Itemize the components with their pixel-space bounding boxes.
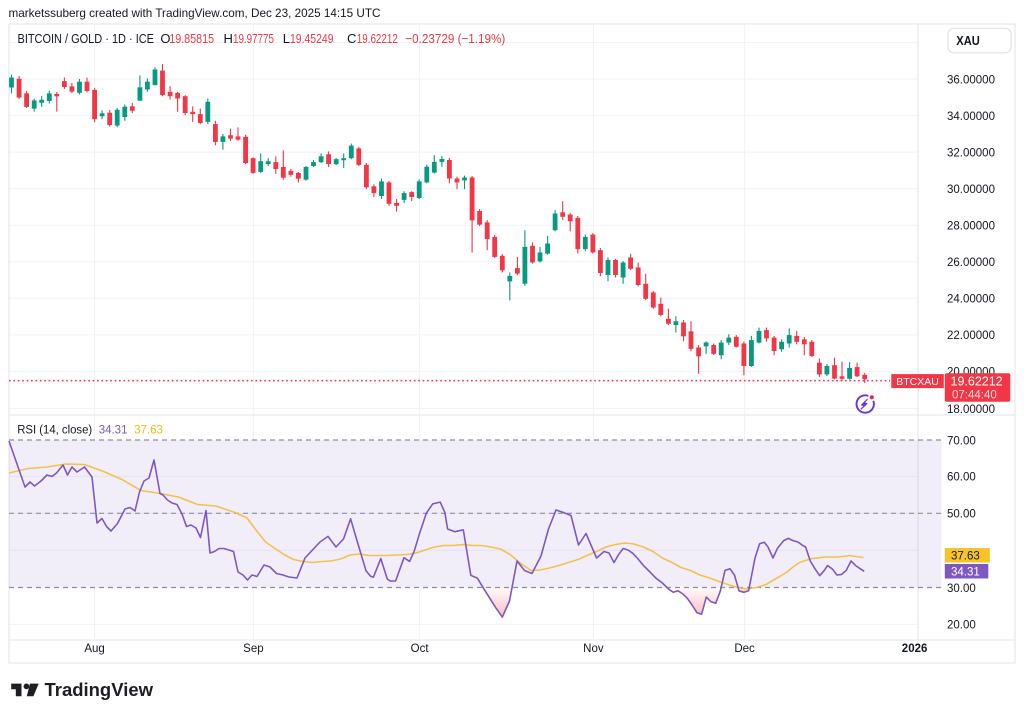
- svg-text:20.00: 20.00: [947, 620, 976, 632]
- svg-text:C: C: [347, 31, 356, 46]
- svg-text:O: O: [160, 31, 170, 46]
- svg-text:19.62212: 19.62212: [951, 375, 1003, 389]
- svg-text:37.63: 37.63: [951, 550, 980, 562]
- svg-text:BITCOIN / GOLD · 1D · ICE: BITCOIN / GOLD · 1D · ICE: [18, 31, 155, 46]
- svg-text:19.85815: 19.85815: [169, 31, 214, 46]
- svg-text:RSI (14, close): RSI (14, close): [17, 425, 92, 437]
- svg-text:19.45249: 19.45249: [290, 31, 334, 46]
- svg-text:BTCXAU: BTCXAU: [896, 376, 939, 388]
- svg-text:34.31: 34.31: [99, 425, 128, 437]
- svg-text:32.00000: 32.00000: [947, 147, 995, 159]
- svg-text:36.00000: 36.00000: [947, 74, 995, 86]
- svg-text:−0.23729 (−1.19%): −0.23729 (−1.19%): [405, 31, 505, 46]
- svg-text:60.00: 60.00: [947, 472, 976, 484]
- svg-text:2026: 2026: [902, 643, 928, 655]
- svg-text:50.00: 50.00: [947, 509, 976, 521]
- svg-text:Aug: Aug: [84, 643, 104, 655]
- svg-text:37.63: 37.63: [134, 425, 163, 437]
- svg-text:26.00000: 26.00000: [947, 257, 995, 269]
- svg-text:34.31: 34.31: [951, 566, 980, 578]
- svg-text:18.00000: 18.00000: [947, 404, 995, 416]
- svg-text:34.00000: 34.00000: [947, 111, 995, 123]
- svg-text:07:44:40: 07:44:40: [952, 389, 997, 401]
- svg-text:22.00000: 22.00000: [947, 330, 995, 342]
- svg-text:Sep: Sep: [243, 643, 263, 655]
- svg-text:24.00000: 24.00000: [947, 294, 995, 306]
- svg-text:Nov: Nov: [583, 643, 604, 655]
- svg-text:30.00: 30.00: [947, 583, 976, 595]
- svg-text:TradingView: TradingView: [45, 679, 154, 700]
- svg-text:70.00: 70.00: [947, 435, 976, 447]
- svg-text:L: L: [283, 31, 290, 46]
- svg-text:19.62212: 19.62212: [357, 31, 398, 46]
- svg-text:30.00000: 30.00000: [947, 184, 995, 196]
- svg-text:19.97775: 19.97775: [233, 31, 274, 46]
- svg-text:Oct: Oct: [411, 643, 430, 655]
- svg-text:XAU: XAU: [956, 34, 980, 48]
- svg-text:28.00000: 28.00000: [947, 221, 995, 233]
- svg-text:marketssuberg created with Tra: marketssuberg created with TradingView.c…: [9, 6, 381, 20]
- svg-text:H: H: [224, 31, 233, 46]
- svg-text:Dec: Dec: [734, 643, 755, 655]
